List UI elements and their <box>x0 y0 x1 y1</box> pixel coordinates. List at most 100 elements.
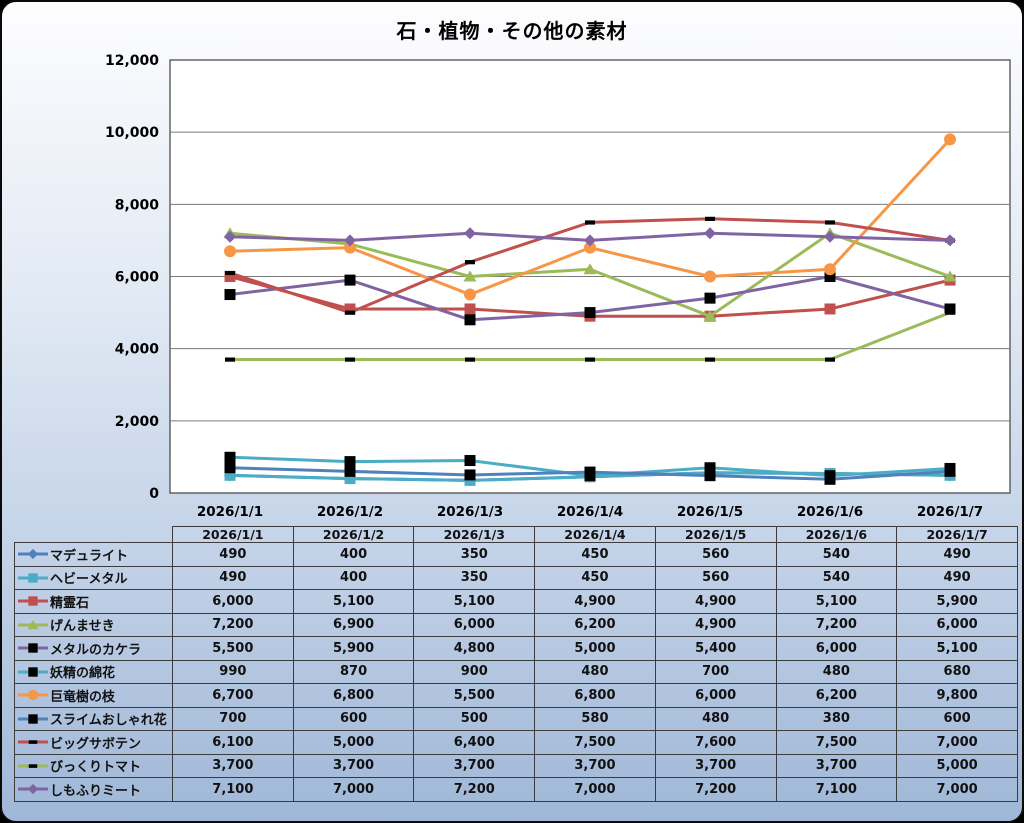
column-header: 2026/1/6 <box>775 526 898 543</box>
value-cell: 900 <box>413 659 536 684</box>
x-tick-label: 2026/1/5 <box>677 504 743 520</box>
legend-marker-icon <box>18 784 48 795</box>
circle-marker-icon <box>704 270 716 283</box>
y-tick-label: 10,000 <box>105 125 159 141</box>
square-marker-icon <box>824 473 836 485</box>
square-marker-icon <box>28 596 38 606</box>
circle-marker-icon <box>224 245 236 258</box>
y-tick-label: 0 <box>149 486 159 502</box>
series-name: ビッグサボテン <box>50 736 142 752</box>
square-marker-icon <box>704 462 716 474</box>
legend-cell: マデュライト <box>14 542 173 567</box>
table-header-row: 2026/1/1 2026/1/2 2026/1/3 2026/1/4 2026/1/5… <box>15 526 1018 543</box>
table-head: 2026/1/1 2026/1/2 2026/1/3 2026/1/4 2026/1/5… <box>15 526 1018 543</box>
square-marker-icon <box>224 451 236 463</box>
circle-marker-icon <box>464 288 476 301</box>
value-cell: 480 <box>654 706 777 731</box>
series-legend: 巨竜樹の枝 <box>16 686 172 705</box>
diamond-marker-icon <box>27 549 39 560</box>
series-legend: メタルのカケラ <box>16 639 172 658</box>
dash-marker-icon <box>585 220 595 225</box>
diamond-marker-icon <box>824 230 836 243</box>
column-header: 2026/1/4 <box>534 526 656 543</box>
square-marker-icon <box>704 470 716 482</box>
value-cell: 7,100 <box>172 777 294 802</box>
value-cell: 7,200 <box>172 612 294 637</box>
value-cell: 600 <box>292 706 415 731</box>
value-cell: 560 <box>654 542 777 567</box>
dash-marker-icon <box>28 740 38 745</box>
square-marker-icon <box>464 303 476 315</box>
value-cell: 7,600 <box>654 730 777 755</box>
square-marker-icon <box>224 271 236 282</box>
value-cell: 5,100 <box>775 589 898 614</box>
dash-marker-icon <box>585 357 595 362</box>
data-table: 2026/1/1 2026/1/2 2026/1/3 2026/1/4 2026/1/5… <box>14 526 1018 802</box>
square-marker-icon <box>344 303 356 315</box>
series-name: 巨竜樹の枝 <box>50 689 116 705</box>
table-row: ヘビーメタル 490 400 350 450 560 540 490 <box>14 565 1018 590</box>
x-tick-label: 2026/1/2 <box>317 504 383 520</box>
dash-marker-icon <box>945 310 955 315</box>
x-tick-label: 2026/1/3 <box>437 504 503 520</box>
value-cell: 380 <box>775 706 898 731</box>
table-row: 精霊石 6,000 5,100 5,100 4,900 4,900 5,100 5,900 <box>14 589 1018 614</box>
value-cell: 6,200 <box>775 683 898 708</box>
value-cell: 6,000 <box>775 636 898 661</box>
series-name: メタルのカケラ <box>50 642 142 658</box>
series-legend: しもふりミート <box>16 780 172 799</box>
value-cell: 6,800 <box>292 683 415 708</box>
value-cell: 5,900 <box>896 589 1018 614</box>
value-cell: 5,500 <box>413 683 536 708</box>
value-cell: 6,400 <box>413 730 536 755</box>
series-巨竜樹の枝 <box>224 133 956 301</box>
value-cell: 7,200 <box>413 777 536 802</box>
x-tick-label: 2026/1/1 <box>197 504 263 520</box>
dash-marker-icon <box>28 764 38 768</box>
table-row: 巨竜樹の枝 6,700 6,800 5,500 6,800 6,000 6,200 9,800 <box>14 683 1018 708</box>
value-cell: 870 <box>292 659 415 684</box>
series-legend: マデュライト <box>16 545 172 564</box>
circle-marker-icon <box>344 241 356 254</box>
legend-marker-icon <box>18 549 48 560</box>
value-cell: 6,000 <box>172 589 294 614</box>
square-marker-icon <box>944 303 956 315</box>
legend-cell: ビッグサボテン <box>14 730 173 755</box>
dash-marker-icon <box>465 260 475 265</box>
dash-marker-icon <box>225 270 235 276</box>
table-body: マデュライト 490 400 350 450 560 540 490 ヘビーメタル 490 400 3… <box>14 542 1018 802</box>
value-cell: 5,000 <box>896 753 1018 778</box>
value-cell: 3,700 <box>172 753 294 778</box>
square-marker-icon <box>704 292 716 304</box>
square-marker-icon <box>464 469 476 481</box>
triangle-marker-icon <box>703 310 717 322</box>
diamond-marker-icon <box>584 234 596 247</box>
square-marker-icon <box>824 303 836 315</box>
value-cell: 540 <box>775 565 898 590</box>
value-cell: 560 <box>654 565 777 590</box>
series-しもふりミート <box>224 227 956 247</box>
square-marker-icon <box>344 465 356 477</box>
value-cell: 450 <box>534 542 656 567</box>
square-marker-icon <box>824 271 836 282</box>
value-cell: 490 <box>896 542 1018 567</box>
dash-marker-icon <box>225 357 235 362</box>
y-tick-label: 8,000 <box>115 197 160 213</box>
value-cell: 700 <box>654 659 777 684</box>
value-cell: 5,100 <box>292 589 415 614</box>
series-legend: スライムおしゃれ花 <box>16 709 172 728</box>
table-row: げんませき 7,200 6,900 6,000 6,200 4,900 7,200 6,000 <box>14 612 1018 637</box>
value-cell: 490 <box>896 565 1018 590</box>
value-cell: 7,200 <box>775 612 898 637</box>
value-cell: 540 <box>775 542 898 567</box>
value-cell: 7,000 <box>896 730 1018 755</box>
value-cell: 6,900 <box>292 612 415 637</box>
value-cell: 4,900 <box>654 589 777 614</box>
value-cell: 6,000 <box>413 612 536 637</box>
line-chart: 0 2,000 4,000 6,000 8,000 10,000 12,000 2026/1/… <box>105 53 1011 520</box>
legend-cell: スライムおしゃれ花 <box>14 706 173 731</box>
series-legend: 妖精の綿花 <box>16 662 172 681</box>
series-name: 精霊石 <box>50 595 90 611</box>
table-row: マデュライト 490 400 350 450 560 540 490 <box>14 542 1018 567</box>
chart-title: 石・植物・その他の素材 <box>396 19 628 43</box>
